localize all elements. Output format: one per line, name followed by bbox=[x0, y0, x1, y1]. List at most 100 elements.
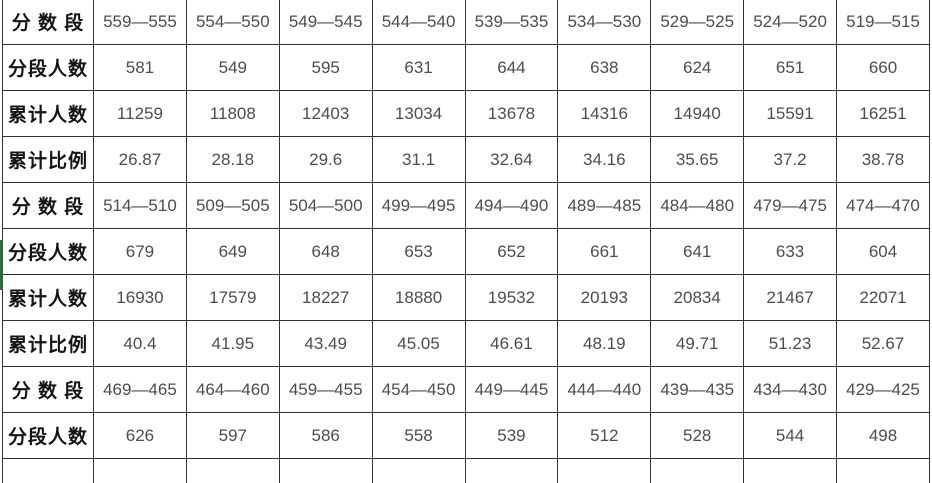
table-cell[interactable]: 31.1 bbox=[371, 136, 466, 183]
table-cell[interactable]: 14940 bbox=[650, 90, 745, 137]
table-cell[interactable]: 539—535 bbox=[464, 0, 559, 45]
table-cell[interactable]: 22071 bbox=[836, 274, 930, 321]
table-cell[interactable]: 464—460 bbox=[185, 366, 280, 413]
table-cell[interactable]: 40.4 bbox=[93, 320, 187, 367]
table-cell[interactable]: 444—440 bbox=[557, 366, 652, 413]
table-cell[interactable]: 52.67 bbox=[836, 320, 930, 367]
table-cell[interactable]: 558 bbox=[371, 412, 466, 459]
table-cell[interactable]: 679 bbox=[93, 228, 187, 275]
table-cell[interactable]: 653 bbox=[371, 228, 466, 275]
table-cell[interactable]: 489—485 bbox=[557, 182, 652, 229]
table-cell[interactable]: 624 bbox=[650, 44, 745, 91]
table-cell[interactable]: 528 bbox=[650, 412, 745, 459]
row-header-cell[interactable]: 分段人数 bbox=[2, 412, 94, 459]
table-cell[interactable]: 595 bbox=[278, 44, 373, 91]
table-cell[interactable]: 26.87 bbox=[93, 136, 187, 183]
table-cell[interactable]: 524—520 bbox=[743, 0, 837, 45]
table-cell[interactable]: 549—545 bbox=[278, 0, 373, 45]
table-cell[interactable]: 549 bbox=[185, 44, 280, 91]
table-cell[interactable]: 509—505 bbox=[185, 182, 280, 229]
table-cell[interactable]: 45.05 bbox=[371, 320, 466, 367]
table-cell[interactable]: 41.95 bbox=[185, 320, 280, 367]
table-cell[interactable]: 514—510 bbox=[93, 182, 187, 229]
table-cell[interactable]: 544—540 bbox=[371, 0, 466, 45]
row-header-cell[interactable]: 分 数 段 bbox=[2, 366, 94, 413]
table-cell[interactable]: 11259 bbox=[93, 90, 187, 137]
table-cell[interactable]: 35.65 bbox=[650, 136, 745, 183]
table-cell[interactable]: 559—555 bbox=[93, 0, 187, 45]
table-cell[interactable]: 13678 bbox=[464, 90, 559, 137]
table-cell[interactable]: 449—445 bbox=[464, 366, 559, 413]
table-cell[interactable]: 51.23 bbox=[743, 320, 837, 367]
table-cell[interactable]: 19532 bbox=[464, 274, 559, 321]
table-cell[interactable]: 661 bbox=[557, 228, 652, 275]
table-cell[interactable]: 15591 bbox=[743, 90, 837, 137]
table-cell[interactable]: 12403 bbox=[278, 90, 373, 137]
row-header-cell[interactable]: 分 数 段 bbox=[2, 182, 94, 229]
table-cell[interactable]: 13034 bbox=[371, 90, 466, 137]
table-cell[interactable]: 18880 bbox=[371, 274, 466, 321]
table-cell[interactable]: 21467 bbox=[743, 274, 837, 321]
table-cell[interactable]: 439—435 bbox=[650, 366, 745, 413]
table-cell[interactable]: 633 bbox=[743, 228, 837, 275]
table-cell[interactable]: 519—515 bbox=[836, 0, 930, 45]
row-header-cell[interactable]: 累计人数 bbox=[2, 274, 94, 321]
table-cell[interactable]: 20193 bbox=[557, 274, 652, 321]
table-cell[interactable]: 539 bbox=[464, 412, 559, 459]
row-header-cell[interactable]: 累计人数 bbox=[2, 90, 94, 137]
table-cell[interactable]: 18227 bbox=[278, 274, 373, 321]
table-cell[interactable]: 652 bbox=[464, 228, 559, 275]
table-cell[interactable]: 37.2 bbox=[743, 136, 837, 183]
table-cell[interactable]: 479—475 bbox=[743, 182, 837, 229]
table-cell[interactable]: 554—550 bbox=[185, 0, 280, 45]
row-header-cell[interactable]: 分段人数 bbox=[2, 44, 94, 91]
table-cell[interactable]: 638 bbox=[557, 44, 652, 91]
table-cell[interactable]: 434—430 bbox=[743, 366, 837, 413]
table-cell[interactable]: 626 bbox=[93, 412, 187, 459]
table-cell[interactable]: 46.61 bbox=[464, 320, 559, 367]
table-cell[interactable]: 20834 bbox=[650, 274, 745, 321]
table-cell[interactable]: 48.19 bbox=[557, 320, 652, 367]
table-cell[interactable]: 534—530 bbox=[557, 0, 652, 45]
table-cell[interactable]: 16251 bbox=[836, 90, 930, 137]
table-cell[interactable]: 499—495 bbox=[371, 182, 466, 229]
table-cell[interactable]: 28.18 bbox=[185, 136, 280, 183]
table-cell[interactable]: 459—455 bbox=[278, 366, 373, 413]
table-cell[interactable]: 469—465 bbox=[93, 366, 187, 413]
table-cell[interactable]: 16930 bbox=[93, 274, 187, 321]
table-cell[interactable]: 597 bbox=[185, 412, 280, 459]
table-cell[interactable]: 32.64 bbox=[464, 136, 559, 183]
row-header-cell[interactable]: 累计比例 bbox=[2, 320, 94, 367]
table-cell[interactable]: 474—470 bbox=[836, 182, 930, 229]
row-header-cell[interactable]: 累计比例 bbox=[2, 136, 94, 183]
table-cell[interactable]: 454—450 bbox=[371, 366, 466, 413]
table-cell[interactable]: 604 bbox=[836, 228, 930, 275]
table-cell[interactable]: 429—425 bbox=[836, 366, 930, 413]
table-cell[interactable]: 649 bbox=[185, 228, 280, 275]
table-cell[interactable]: 581 bbox=[93, 44, 187, 91]
table-cell[interactable]: 14316 bbox=[557, 90, 652, 137]
table-cell[interactable]: 512 bbox=[557, 412, 652, 459]
table-cell[interactable]: 17579 bbox=[185, 274, 280, 321]
table-cell[interactable]: 29.6 bbox=[278, 136, 373, 183]
table-cell[interactable]: 631 bbox=[371, 44, 466, 91]
table-cell[interactable]: 504—500 bbox=[278, 182, 373, 229]
table-cell[interactable]: 38.78 bbox=[836, 136, 930, 183]
table-cell[interactable]: 34.16 bbox=[557, 136, 652, 183]
table-cell[interactable]: 529—525 bbox=[650, 0, 745, 45]
table-cell[interactable]: 494—490 bbox=[464, 182, 559, 229]
table-cell[interactable]: 544 bbox=[743, 412, 837, 459]
table-cell[interactable]: 651 bbox=[743, 44, 837, 91]
table-cell[interactable]: 43.49 bbox=[278, 320, 373, 367]
table-cell[interactable]: 498 bbox=[836, 412, 930, 459]
row-header-cell[interactable]: 分段人数 bbox=[2, 228, 94, 275]
row-header-cell[interactable]: 分 数 段 bbox=[2, 0, 94, 45]
table-cell[interactable]: 641 bbox=[650, 228, 745, 275]
table-cell[interactable]: 11808 bbox=[185, 90, 280, 137]
table-cell[interactable]: 49.71 bbox=[650, 320, 745, 367]
table-cell[interactable]: 660 bbox=[836, 44, 930, 91]
table-cell[interactable]: 648 bbox=[278, 228, 373, 275]
table-cell[interactable]: 484—480 bbox=[650, 182, 745, 229]
table-cell[interactable]: 586 bbox=[278, 412, 373, 459]
table-cell[interactable]: 644 bbox=[464, 44, 559, 91]
